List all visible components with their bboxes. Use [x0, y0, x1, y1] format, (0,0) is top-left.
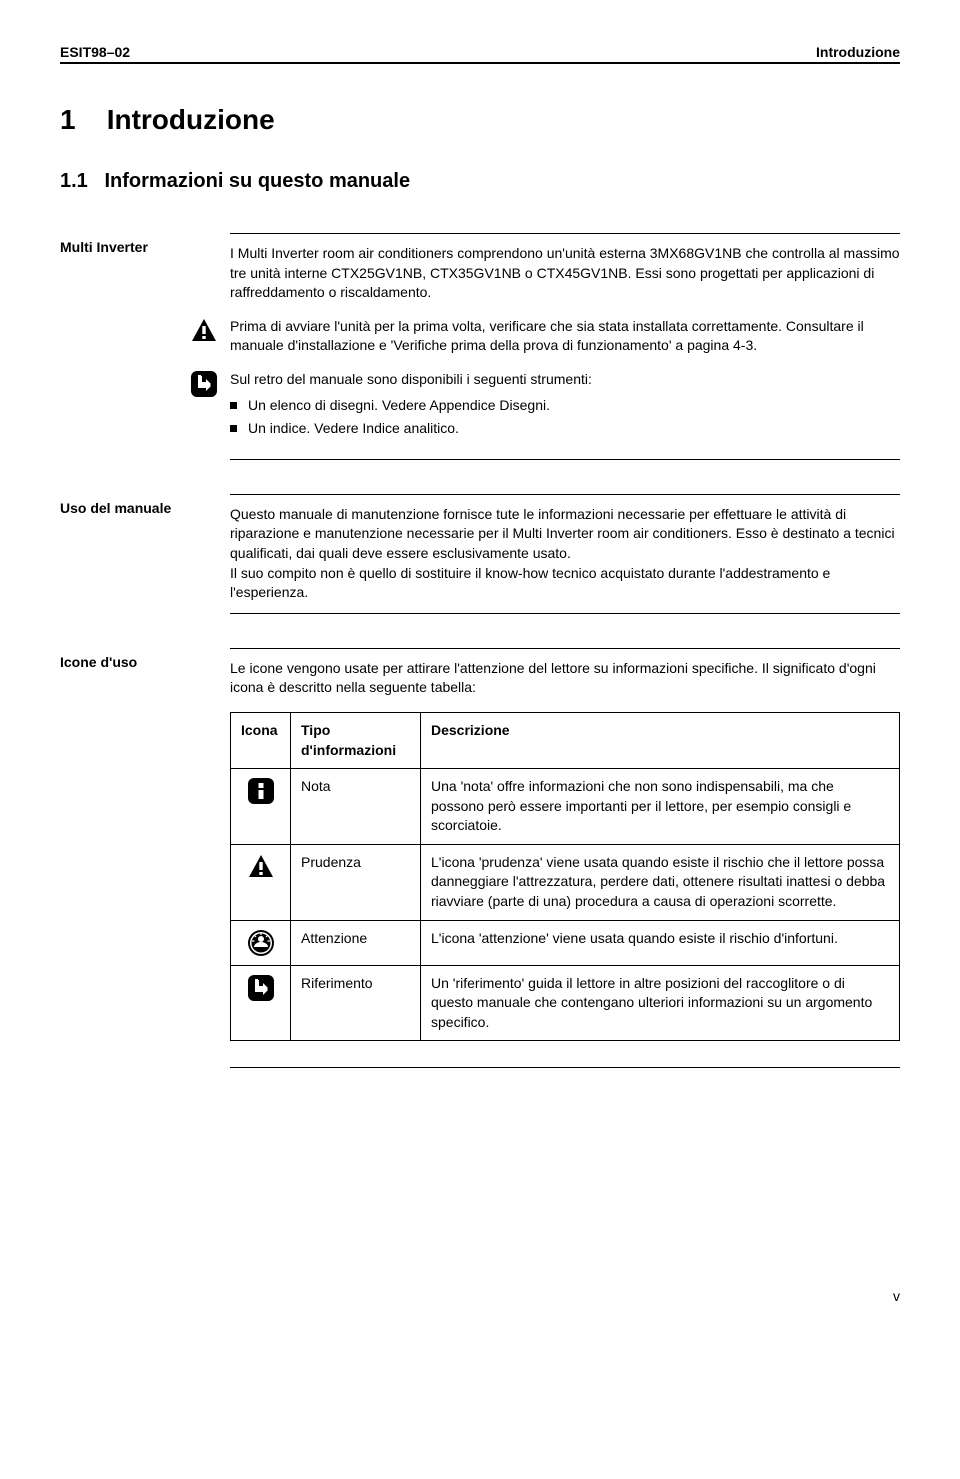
block-uso: Uso del manuale Questo manuale di manute…	[60, 494, 900, 614]
caution-icon	[190, 317, 224, 343]
reference-bullets: Un elenco di disegni. Vedere Appendice D…	[230, 396, 900, 439]
row-desc: Una 'nota' offre informazioni che non so…	[421, 769, 900, 845]
label-uso: Uso del manuale	[60, 494, 230, 614]
section-title: 1.1 Informazioni su questo manuale	[60, 170, 900, 193]
info-icon	[231, 769, 291, 845]
table-row: Nota Una 'nota' offre informazioni che n…	[231, 769, 900, 845]
bullet-item: Un elenco di disegni. Vedere Appendice D…	[230, 396, 900, 416]
warning-icon	[231, 920, 291, 965]
reference-block: Sul retro del manuale sono disponibili i…	[230, 370, 900, 449]
page: ESIT98–02 Introduzione 1 Introduzione 1.…	[0, 0, 960, 1364]
caution-icon	[231, 844, 291, 920]
reference-icon	[190, 370, 224, 398]
uso-text: Questo manuale di manutenzione fornisce …	[230, 505, 900, 603]
content-rule	[230, 494, 900, 495]
row-tipo: Riferimento	[291, 965, 421, 1041]
table-row: Riferimento Un 'riferimento' guida il le…	[231, 965, 900, 1041]
row-tipo: Nota	[291, 769, 421, 845]
content-rule	[230, 1067, 900, 1068]
header-rule	[60, 62, 900, 64]
row-desc: L'icona 'attenzione' viene usata quando …	[421, 920, 900, 965]
table-header-row: Icona Tipo d'informazioni Descrizione	[231, 712, 900, 768]
page-number: v	[893, 1288, 900, 1304]
caution-block: Prima di avviare l'unità per la prima vo…	[230, 317, 900, 356]
block-multi-inverter: Multi Inverter I Multi Inverter room air…	[60, 233, 900, 460]
label-multi-inverter: Multi Inverter	[60, 233, 230, 460]
reference-icon	[231, 965, 291, 1041]
chapter-title: 1 Introduzione	[60, 104, 900, 136]
row-tipo: Attenzione	[291, 920, 421, 965]
content-rule	[230, 233, 900, 234]
content-rule	[230, 459, 900, 460]
caution-text: Prima di avviare l'unità per la prima vo…	[230, 317, 900, 356]
header-section-name: Introduzione	[816, 44, 900, 60]
label-icone: Icone d'uso	[60, 648, 230, 1069]
block-icone: Icone d'uso Le icone vengono usate per a…	[60, 648, 900, 1069]
page-footer: v	[60, 1288, 900, 1304]
icone-intro: Le icone vengono usate per attirare l'at…	[230, 659, 900, 698]
table-row: Attenzione L'icona 'attenzione' viene us…	[231, 920, 900, 965]
reference-intro: Sul retro del manuale sono disponibili i…	[230, 370, 900, 390]
col-descrizione: Descrizione	[421, 712, 900, 768]
row-desc: Un 'riferimento' guida il lettore in alt…	[421, 965, 900, 1041]
page-header: ESIT98–02 Introduzione	[60, 44, 900, 60]
icon-table: Icona Tipo d'informazioni Descrizione No…	[230, 712, 900, 1042]
bullet-item: Un indice. Vedere Indice analitico.	[230, 419, 900, 439]
row-desc: L'icona 'prudenza' viene usata quando es…	[421, 844, 900, 920]
doc-code: ESIT98–02	[60, 44, 130, 60]
row-tipo: Prudenza	[291, 844, 421, 920]
col-icona: Icona	[231, 712, 291, 768]
content-rule	[230, 613, 900, 614]
multi-inverter-intro: I Multi Inverter room air conditioners c…	[230, 244, 900, 303]
table-row: Prudenza L'icona 'prudenza' viene usata …	[231, 844, 900, 920]
content-rule	[230, 648, 900, 649]
col-tipo: Tipo d'informazioni	[291, 712, 421, 768]
